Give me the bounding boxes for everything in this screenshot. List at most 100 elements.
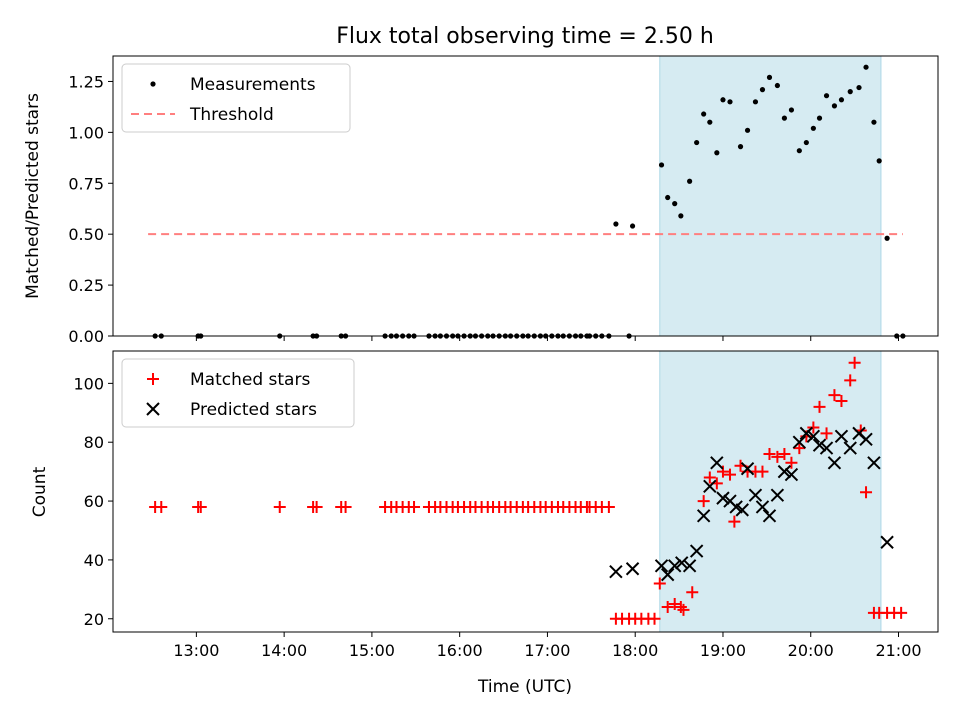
ratio-legend-box xyxy=(121,63,351,133)
measurements-legend-label: Measurements xyxy=(190,75,316,95)
y-tick-label: 100 xyxy=(73,374,104,393)
chart-title: Flux total observing time = 2.50 h xyxy=(336,24,714,49)
matched-point xyxy=(602,500,615,513)
matched-point xyxy=(848,356,861,369)
measurement-point xyxy=(665,194,671,201)
predicted-point xyxy=(880,535,894,549)
matched-point xyxy=(194,500,207,513)
measurement-point xyxy=(752,99,759,105)
matched-point xyxy=(661,600,674,613)
predicted-point xyxy=(703,479,717,494)
y-tick-label: 1.25 xyxy=(68,72,104,91)
count-axis-ticks: 20 40 60 80 100 13:00 14:00 15:00 16:00 17:00 18:0… xyxy=(73,374,921,660)
measurement-point xyxy=(701,111,707,117)
predicted-point xyxy=(735,503,749,517)
predicted-point xyxy=(792,435,807,449)
count-legend-box xyxy=(121,358,355,428)
predicted-point xyxy=(740,461,755,476)
count-legend: Matched stars Predicted stars xyxy=(121,358,355,428)
ratio-legend: Measurements Threshold xyxy=(121,63,351,133)
matched-point xyxy=(895,606,908,619)
y-tick-label: 40 xyxy=(84,551,104,570)
measurement-point xyxy=(678,213,684,219)
x-axis-label: Time (UTC) xyxy=(477,677,572,697)
matched-point xyxy=(807,421,820,434)
ratio-axis-ticks: 0.00 0.25 0.50 0.75 1.00 1.25 xyxy=(68,72,900,346)
predicted-point xyxy=(777,464,792,479)
matched-point xyxy=(668,598,681,611)
matched-point xyxy=(155,500,168,513)
measurement-point xyxy=(744,127,751,133)
measurement-point xyxy=(847,89,853,95)
measurement-point xyxy=(803,139,809,146)
ratio-y-axis-label: Matched/Predicted stars xyxy=(23,93,43,299)
matched-point xyxy=(677,603,690,616)
predicted-point xyxy=(812,438,827,452)
matched-point xyxy=(828,389,841,402)
predicted-point xyxy=(682,559,697,573)
measurement-point xyxy=(884,235,890,241)
measurement-point xyxy=(766,74,773,80)
matched-point xyxy=(408,500,421,513)
measurement-point xyxy=(863,64,869,70)
ratio-panel: 0.00 0.25 0.50 0.75 1.00 1.25 Matched/Predict… xyxy=(23,55,939,346)
matched-point xyxy=(339,500,352,513)
predicted-point xyxy=(806,429,821,444)
measurement-point xyxy=(694,139,700,146)
x-tick-label: 18:00 xyxy=(612,641,658,660)
measurement-point xyxy=(629,223,636,229)
count-y-axis-label: Count xyxy=(30,466,50,517)
matched-point xyxy=(674,600,687,613)
matched-point xyxy=(756,465,769,478)
measurement-point xyxy=(658,162,665,168)
matched-legend-label: Matched stars xyxy=(190,370,310,390)
measurement-point xyxy=(838,97,845,103)
y-tick-label: 0.00 xyxy=(68,327,104,346)
matched-legend-marker xyxy=(147,373,159,385)
measurement-point xyxy=(831,103,838,109)
matched-point xyxy=(703,471,716,484)
y-tick-label: 0.25 xyxy=(68,276,104,295)
measurement-point xyxy=(737,144,744,150)
measurement-point xyxy=(823,93,830,99)
matched-point xyxy=(310,500,323,513)
predicted-legend-label: Predicted stars xyxy=(190,400,317,420)
y-tick-label: 0.50 xyxy=(68,225,104,244)
measurement-point xyxy=(720,97,726,103)
predicted-point xyxy=(675,556,689,570)
count-axes-frame xyxy=(112,350,939,633)
x-tick-label: 19:00 xyxy=(700,641,746,660)
matched-point xyxy=(844,374,857,387)
predicted-point xyxy=(762,509,777,523)
matched-point xyxy=(793,442,806,455)
ratio-axes-frame xyxy=(112,55,939,337)
predicted-point xyxy=(609,564,623,579)
y-tick-label: 80 xyxy=(84,433,104,452)
matched-point xyxy=(763,447,776,460)
matched-point xyxy=(653,577,666,590)
predicted-point xyxy=(834,429,849,444)
predicted-point xyxy=(696,509,711,523)
measurement-point xyxy=(774,82,780,89)
matched-point xyxy=(273,500,286,513)
predicted-point xyxy=(770,488,785,502)
x-tick-label: 21:00 xyxy=(875,641,921,660)
measurement-point xyxy=(687,178,693,184)
matched-point xyxy=(785,456,798,469)
predicted-point xyxy=(843,441,857,455)
predicted-point xyxy=(710,456,724,470)
measurement-point xyxy=(856,84,862,91)
matched-point xyxy=(778,447,791,460)
matched-point xyxy=(820,427,833,440)
predicted-point xyxy=(755,500,770,514)
measurement-point xyxy=(876,158,882,164)
measurement-point xyxy=(871,119,877,125)
predicted-point xyxy=(799,426,814,441)
matched-point xyxy=(835,395,848,408)
x-tick-label: 17:00 xyxy=(524,641,570,660)
matched-point xyxy=(697,495,710,508)
matched-point xyxy=(686,586,699,599)
measurement-point xyxy=(781,115,788,121)
x-tick-label: 13:00 xyxy=(173,641,219,660)
